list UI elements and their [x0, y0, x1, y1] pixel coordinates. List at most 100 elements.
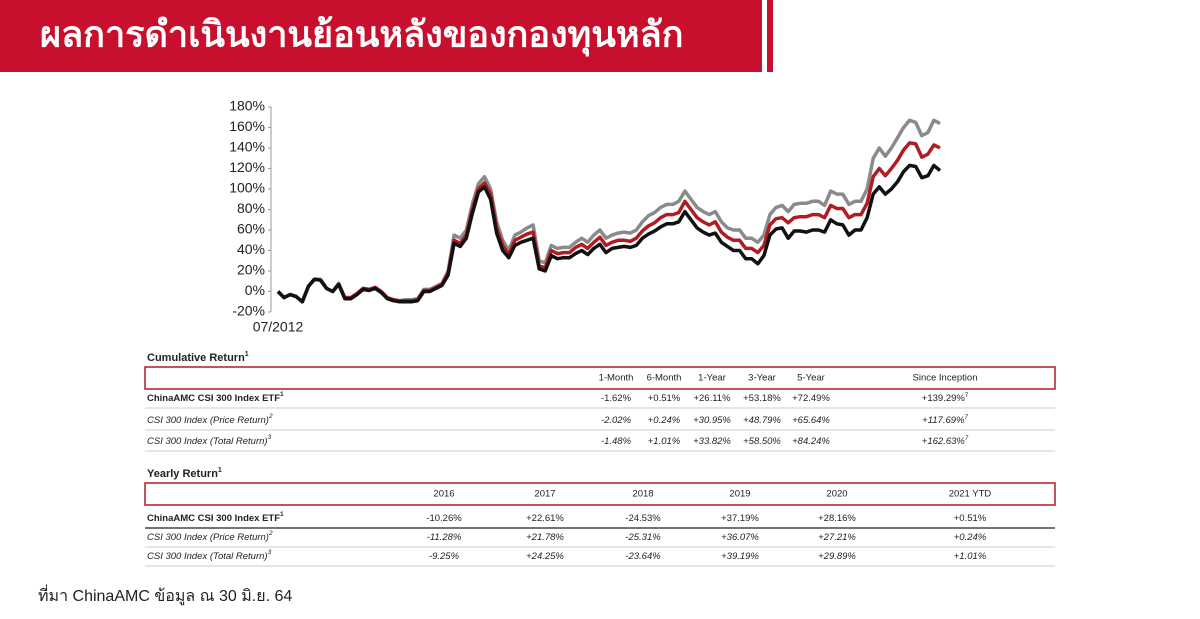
row-name: CSI 300 Index (Price Return)2	[147, 530, 273, 542]
cell-value: -10.26%	[426, 513, 462, 524]
cell-value: +29.89%	[818, 551, 856, 562]
page-title: ผลการดำเนินงานย้อนหลังของกองทุนหลัก	[40, 14, 683, 58]
cell-note: 7	[965, 436, 969, 442]
row-name-text: CSI 300 Index (Total Return)	[147, 436, 268, 447]
cell: +39.19%	[721, 551, 759, 562]
column-header: 2017	[534, 489, 555, 500]
row-name-note: 1	[280, 391, 284, 398]
y-tick-label: -20%	[232, 303, 265, 319]
cell: +84.24%	[792, 436, 830, 447]
cell-value: +1.01%	[648, 436, 681, 447]
cell-note: 7	[965, 393, 969, 399]
cell-value: +139.29%	[922, 393, 966, 404]
cell-value: +72.49%	[792, 393, 830, 404]
column-header: 1-Year	[698, 373, 726, 384]
row-name-note: 2	[268, 413, 273, 420]
y-tick-label: 180%	[229, 98, 265, 114]
row-name: ChinaAMC CSI 300 Index ETF1	[147, 391, 284, 403]
cell-value: +65.64%	[792, 415, 830, 426]
row-name-note: 1	[280, 511, 284, 518]
series-line	[276, 163, 942, 304]
cell: -10.26%	[426, 513, 462, 524]
column-header: 2020	[826, 489, 847, 500]
row-name: CSI 300 Index (Total Return)3	[147, 434, 272, 446]
cell: +65.64%	[792, 415, 830, 426]
cell-value: -1.48%	[601, 436, 632, 447]
cell: +27.21%	[818, 532, 856, 543]
row-name-text: CSI 300 Index (Price Return)	[147, 532, 269, 543]
cell: +28.16%	[818, 513, 856, 524]
table-title-text: Cumulative Return	[147, 352, 245, 364]
cell: +58.50%	[743, 436, 781, 447]
column-header: 2021 YTD	[949, 489, 992, 500]
header-box	[144, 482, 1056, 506]
cell-value: +162.63%	[922, 436, 966, 447]
cell-value: -25.31%	[625, 532, 661, 543]
y-tick-label: 100%	[229, 180, 265, 196]
cell-value: +53.18%	[743, 393, 781, 404]
cell: +72.49%	[792, 393, 830, 404]
cell-value: -1.62%	[601, 393, 632, 404]
cell-value: -23.64%	[625, 551, 661, 562]
cell-value: +84.24%	[792, 436, 830, 447]
column-header: Since Inception	[913, 373, 978, 384]
cell: +1.01%	[954, 551, 987, 562]
cell-value: +24.25%	[526, 551, 564, 562]
cell: +139.29%7	[922, 393, 969, 404]
cell: +30.95%	[693, 415, 731, 426]
series-line	[276, 141, 941, 304]
cell-note: 7	[965, 415, 969, 421]
x-tick-label: 07/2012	[253, 319, 304, 335]
cell-value: +0.24%	[648, 415, 681, 426]
row-name-text: CSI 300 Index (Price Return)	[147, 415, 269, 426]
cell-value: +48.79%	[743, 415, 781, 426]
cell-value: -2.02%	[601, 415, 632, 426]
column-header: 2019	[729, 489, 750, 500]
y-tick-label: 20%	[237, 262, 265, 278]
cell-value: +0.51%	[954, 513, 987, 524]
cell: +117.69%7	[922, 415, 968, 426]
cell: -1.48%	[601, 436, 632, 447]
header-box	[144, 366, 1056, 390]
cell: +0.24%	[648, 415, 681, 426]
row-name: CSI 300 Index (Total Return)3	[147, 549, 272, 561]
cell-value: +26.11%	[693, 393, 731, 404]
row-name-note: 2	[268, 530, 273, 537]
y-tick-label: 40%	[237, 241, 265, 257]
cell: -11.28%	[427, 532, 462, 543]
cell-value: +30.95%	[693, 415, 731, 426]
row-name-text: ChinaAMC CSI 300 Index ETF	[147, 393, 280, 404]
cell-value: +39.19%	[721, 551, 759, 562]
cell: +1.01%	[648, 436, 681, 447]
table-title: Cumulative Return1	[147, 351, 249, 364]
row-name: CSI 300 Index (Price Return)2	[147, 413, 273, 425]
cell: +33.82%	[693, 436, 731, 447]
cell: -9.25%	[429, 551, 460, 562]
cell: +0.51%	[954, 513, 987, 524]
table-title-text: Yearly Return	[147, 468, 218, 480]
source-note: ที่มา ChinaAMC ข้อมูล ณ 30 มิ.ย. 64	[38, 584, 292, 606]
cell: +36.07%	[721, 532, 759, 543]
cell-value: +117.69%	[922, 415, 965, 426]
y-tick-label: 140%	[229, 139, 265, 155]
y-tick-label: 80%	[237, 200, 265, 216]
row-name-note: 3	[268, 549, 272, 556]
cell-value: +28.16%	[818, 513, 856, 524]
cell: +162.63%7	[922, 436, 969, 447]
cell-value: +58.50%	[743, 436, 781, 447]
cell-value: +0.51%	[648, 393, 681, 404]
cell-value: +22.61%	[526, 513, 564, 524]
header-banner	[0, 0, 762, 72]
cell-value: +21.78%	[526, 532, 564, 543]
cell-value: -9.25%	[429, 551, 460, 562]
column-header: 6-Month	[647, 373, 682, 384]
row-name-text: ChinaAMC CSI 300 Index ETF	[147, 513, 280, 524]
column-header: 2018	[632, 489, 653, 500]
cell: -1.62%	[601, 393, 632, 404]
cell: +24.25%	[526, 551, 564, 562]
cell: +0.24%	[954, 532, 987, 543]
row-name: ChinaAMC CSI 300 Index ETF1	[147, 511, 284, 523]
cell: +48.79%	[743, 415, 781, 426]
cell: +22.61%	[526, 513, 564, 524]
